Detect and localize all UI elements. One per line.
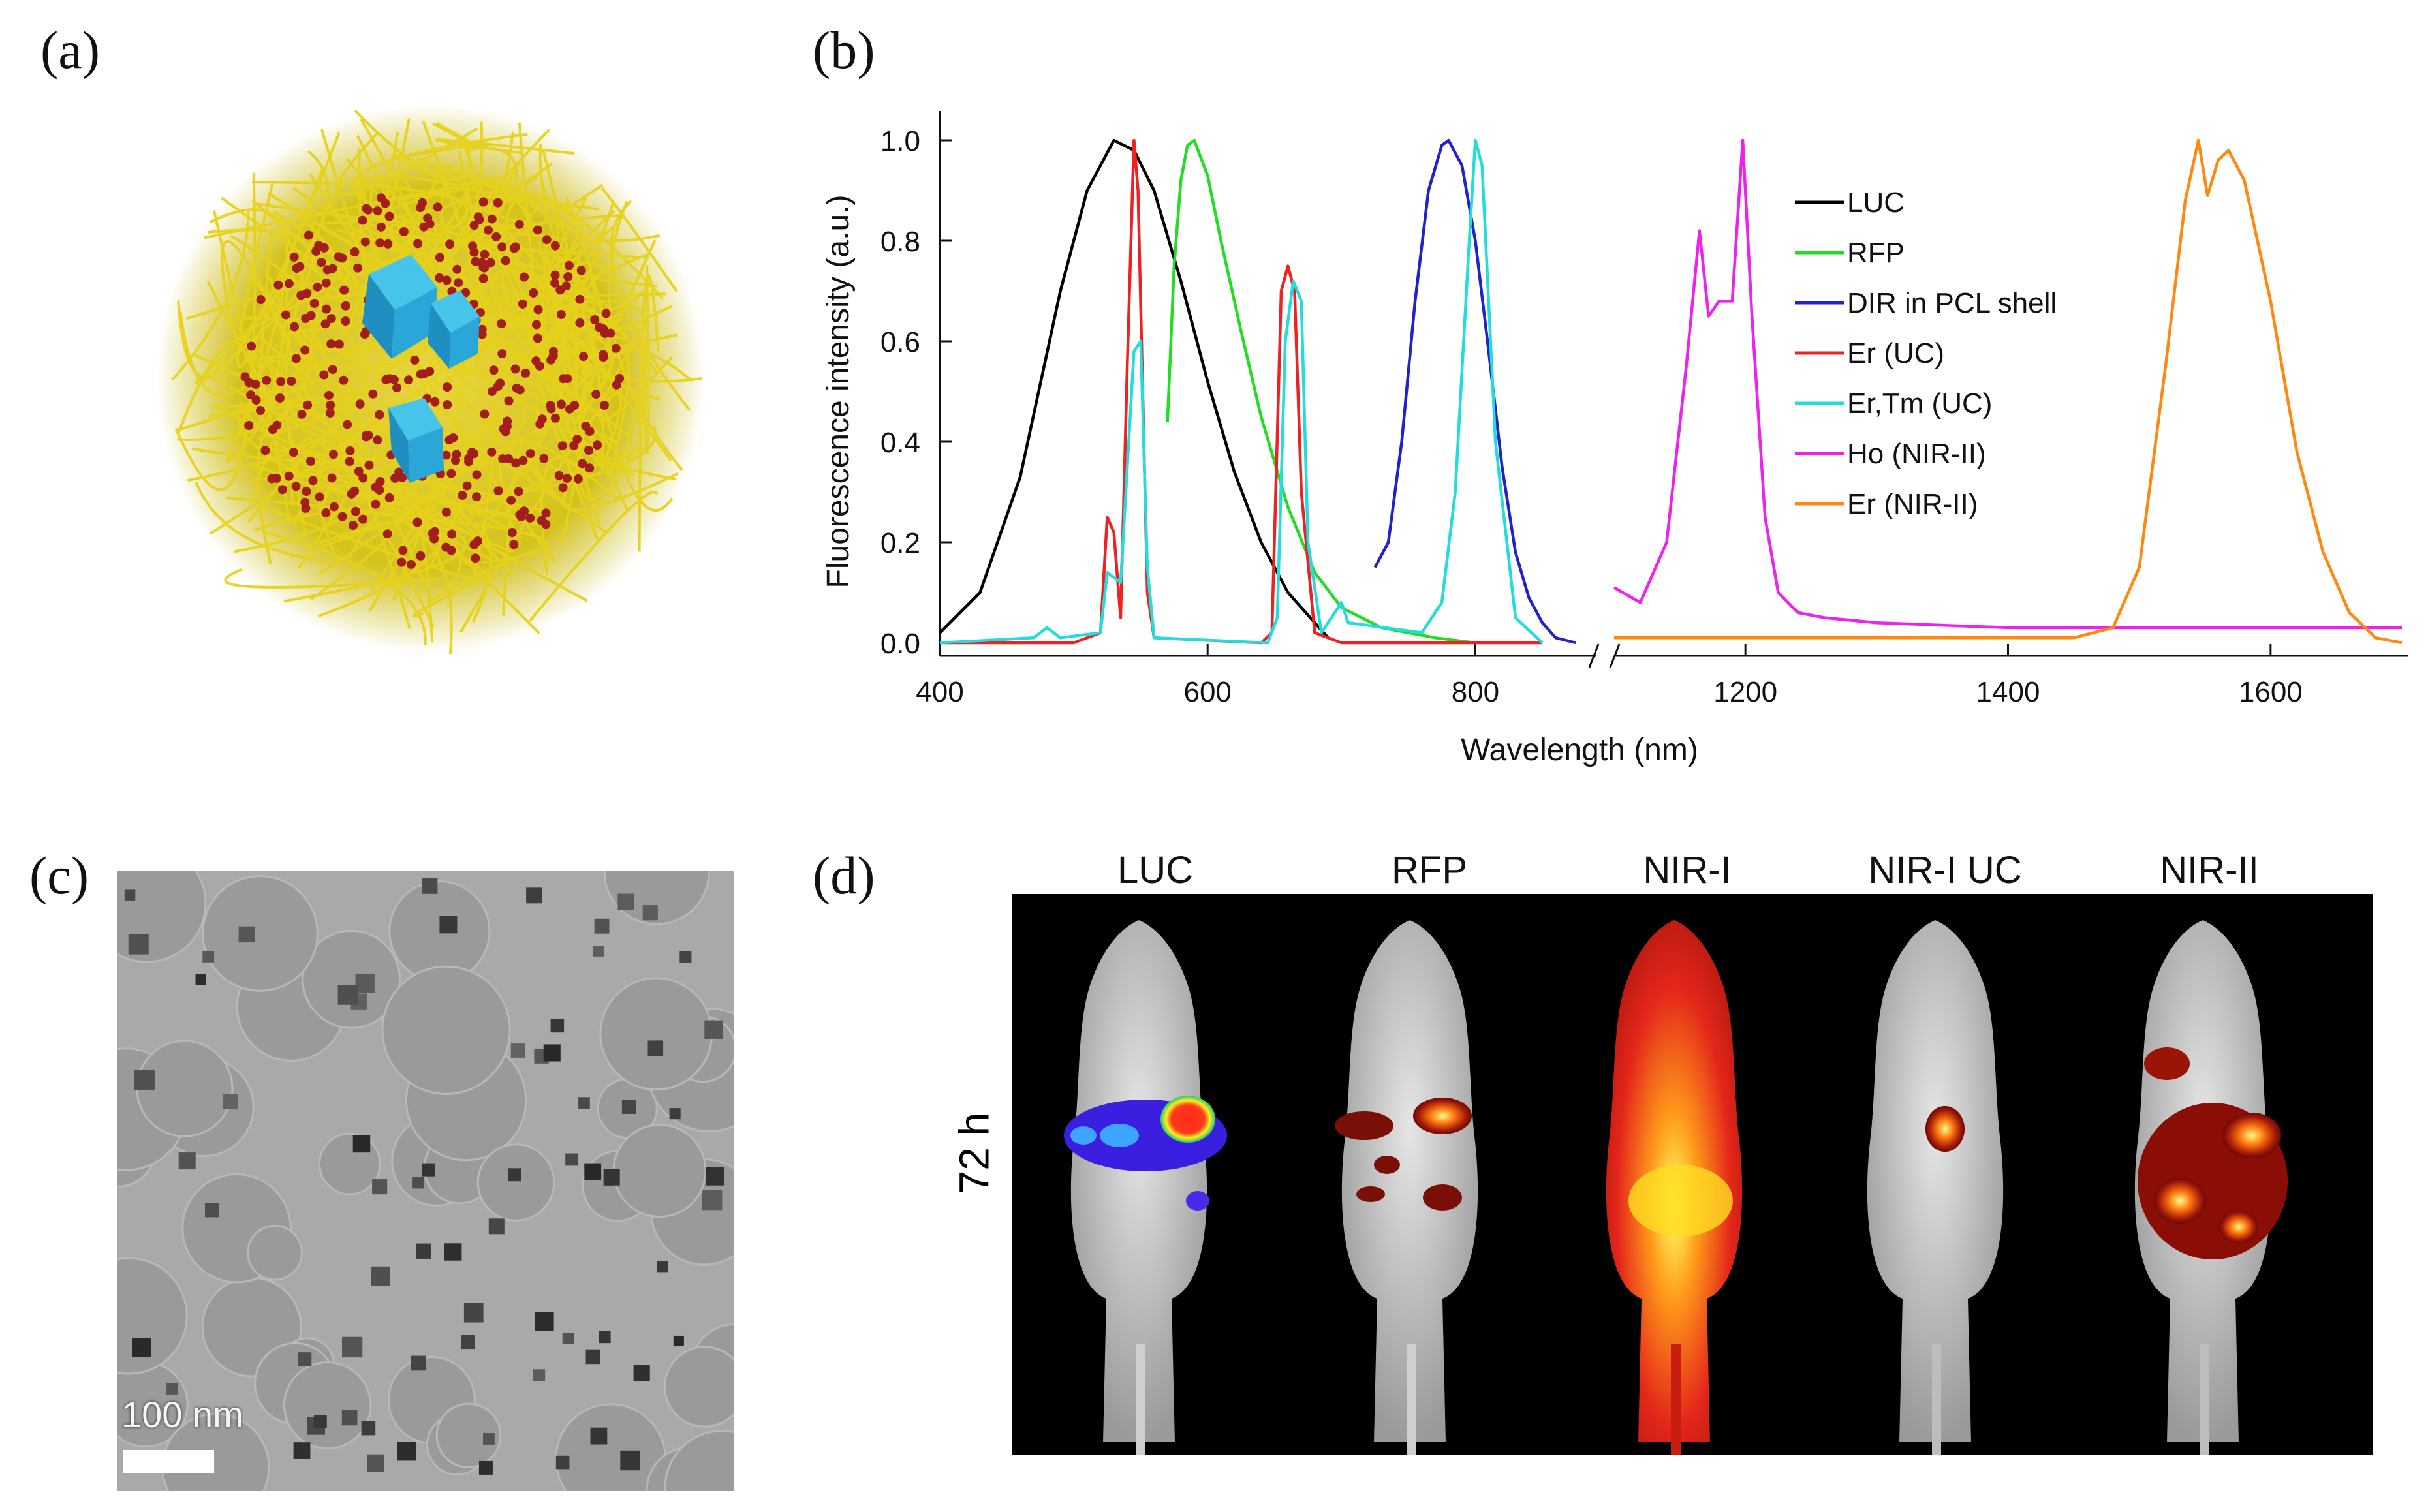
mouse-nir-ii [2134,920,2288,1455]
cube-nanocrystals [362,255,480,483]
legend-label: Er (UC) [1847,337,1944,369]
mouse-luc [1064,920,1227,1455]
column-label-nir-i-uc: NIR-I UC [1868,849,2022,891]
panel-label-a: (a) [40,20,101,80]
legend-label: DIR in PCL shell [1847,287,2057,319]
y-tick-label: 1.0 [880,125,920,157]
column-label-luc: LUC [1117,849,1194,891]
series-line-ho-nir-ii- [1613,138,2402,630]
series-line-er-nir-ii- [1614,138,2403,645]
mouse-rfp [1335,920,1478,1455]
nanocrystal-dots [240,193,625,569]
x-tick-label: 600 [1183,676,1231,708]
axis-break-mark [1609,643,1621,668]
nanoparticle-illustration [157,104,705,655]
y-tick-label: 0.8 [880,226,920,258]
series-line-luc [939,138,1330,639]
y-tick-label: 0.0 [880,628,920,660]
legend-label: LUC [1847,187,1905,219]
x-tick-label: 1200 [1713,676,1777,708]
mouse-imaging-panel [1012,894,2373,1455]
column-label-rfp: RFP [1392,849,1467,891]
axes [939,111,2408,668]
mouse-nir-i-uc [1867,920,2004,1455]
legend-label: Ho (NIR-II) [1847,438,1986,470]
series-line-dir-in-pcl-shell [1373,138,1576,645]
x-tick-label: 1600 [2239,676,2303,708]
series-line-er-uc- [940,138,1542,645]
column-label-nir-i: NIR-I [1643,849,1732,891]
axis-break-mark [1588,643,1600,668]
time-label: 72 h [950,1112,998,1194]
x-tick-label: 1400 [1976,676,2040,708]
scale-bar-label: 100 nm [121,1394,243,1435]
column-label-nir-ii: NIR-II [2160,849,2259,891]
x-axis-label: Wavelength (nm) [1461,733,1698,767]
panel-label-c: (c) [29,846,89,905]
y-tick-label: 0.6 [880,326,920,358]
series-line-er-tm-uc- [939,138,1544,645]
nanocube-particles [124,878,724,1475]
panel-label-d: (d) [813,846,875,905]
scale-bar [123,1450,214,1473]
mouse-nir-i [1606,920,1743,1455]
fluorescence-spectrum-chart: 0.0 0.2 0.4 0.6 0.8 1.0 400 600 800 1200 1400 1600 W… [821,111,2408,767]
legend-label: Er,Tm (UC) [1847,388,1992,420]
y-tick-label: 0.2 [880,527,920,559]
series-line-rfp [1166,138,1476,645]
x-tick-label: 400 [916,676,963,708]
y-tick-label: 0.4 [880,427,920,459]
legend-label: Er (NIR-II) [1847,488,1978,520]
panel-label-b: (b) [813,20,875,80]
y-axis-label: Fluorescence intensity (a.u.) [821,195,856,589]
x-tick-label: 800 [1452,676,1499,708]
legend: LUC RFP DIR in PCL shell Er (UC) Er,Tm (UC) H… [1795,187,2057,520]
tem-micrograph [117,871,734,1491]
legend-label: RFP [1847,237,1905,269]
